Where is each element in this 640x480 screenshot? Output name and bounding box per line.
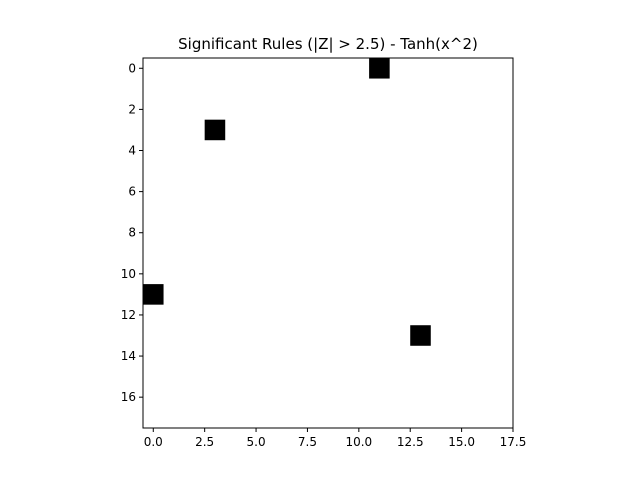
y-tick-label-3: 6 xyxy=(128,185,136,199)
plot-area xyxy=(143,58,513,428)
y-tick-label-4: 8 xyxy=(128,226,136,240)
heatmap-cell-3 xyxy=(410,325,431,346)
heatmap-cell-2 xyxy=(143,284,164,305)
y-tick-label-1: 2 xyxy=(128,102,136,116)
x-tick-label-7: 17.5 xyxy=(500,435,527,449)
y-tick-label-6: 12 xyxy=(121,308,136,322)
y-tick-label-7: 14 xyxy=(121,349,136,363)
x-tick-label-1: 2.5 xyxy=(195,435,214,449)
x-tick-label-6: 15.0 xyxy=(448,435,475,449)
plot-frame xyxy=(142,57,514,429)
heatmap-cell-1 xyxy=(204,119,226,141)
y-tick-label-5: 10 xyxy=(121,267,136,281)
chart-title: Significant Rules (|Z| > 2.5) - Tanh(x^2… xyxy=(178,35,478,53)
x-axis: 0.0 2.5 5.0 7.5 10.0 12.5 15.0 17.5 xyxy=(144,428,527,449)
y-tick-label-0: 0 xyxy=(128,61,136,75)
x-tick-label-0: 0.0 xyxy=(144,435,163,449)
x-tick-label-4: 10.0 xyxy=(345,435,372,449)
x-tick-label-3: 7.5 xyxy=(298,435,317,449)
y-tick-label-2: 4 xyxy=(128,144,136,158)
heatmap-cells xyxy=(143,58,431,346)
x-tick-label-2: 5.0 xyxy=(247,435,266,449)
y-tick-label-8: 16 xyxy=(121,390,136,404)
y-axis: 0 2 4 6 8 10 12 14 16 xyxy=(121,61,143,404)
x-tick-label-5: 12.5 xyxy=(397,435,424,449)
heatmap-cell-0 xyxy=(369,58,390,79)
